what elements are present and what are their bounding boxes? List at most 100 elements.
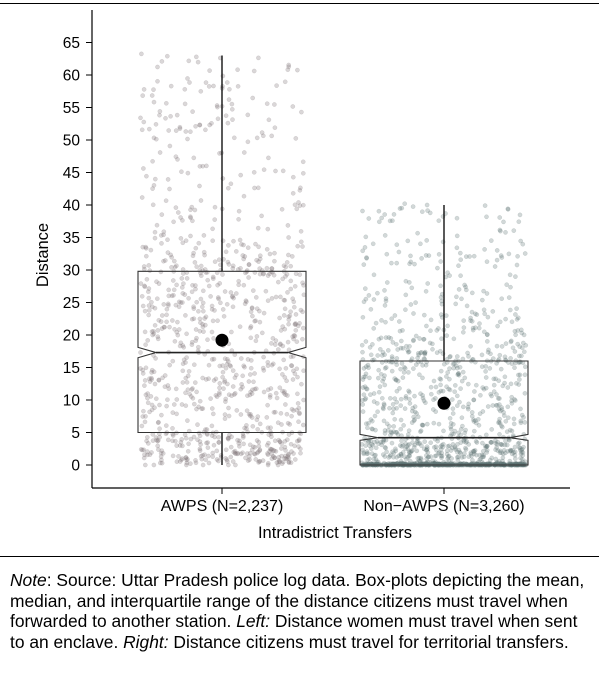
data-point	[188, 207, 193, 213]
data-point	[492, 264, 498, 269]
data-point	[183, 238, 189, 244]
data-point	[157, 109, 163, 114]
data-point	[191, 306, 197, 311]
data-point	[140, 244, 146, 250]
data-point	[519, 447, 524, 453]
data-point	[237, 438, 242, 444]
data-point	[411, 337, 416, 343]
data-point	[438, 382, 443, 388]
data-point	[161, 258, 166, 264]
data-point	[396, 319, 402, 324]
data-point	[199, 456, 205, 462]
data-point	[162, 324, 167, 330]
data-point	[463, 445, 468, 451]
data-point	[463, 440, 469, 445]
data-point	[418, 350, 424, 356]
data-point	[361, 450, 366, 456]
data-point	[193, 245, 199, 251]
data-point	[226, 262, 232, 267]
data-point	[155, 336, 161, 342]
data-point	[190, 218, 195, 224]
data-point	[361, 366, 367, 371]
data-point	[256, 439, 262, 445]
data-point	[398, 426, 404, 432]
data-point	[277, 459, 283, 464]
data-point	[473, 382, 479, 388]
data-point	[449, 445, 455, 451]
data-point	[247, 457, 252, 462]
data-point	[280, 276, 286, 282]
data-point	[225, 185, 231, 191]
data-point	[476, 422, 482, 428]
data-point	[498, 442, 504, 447]
data-point	[142, 452, 147, 457]
data-point	[165, 237, 170, 243]
data-point	[195, 344, 201, 350]
data-point	[210, 318, 216, 324]
data-point	[405, 238, 411, 244]
data-point	[173, 128, 179, 133]
data-point	[409, 408, 415, 414]
data-point	[280, 459, 286, 465]
data-point	[261, 310, 267, 316]
data-point	[463, 284, 468, 290]
data-point	[209, 120, 214, 126]
data-point	[460, 329, 466, 335]
data-point	[273, 448, 279, 454]
data-point	[235, 67, 240, 73]
data-point	[406, 428, 412, 434]
data-point	[179, 457, 184, 463]
data-point	[272, 125, 278, 131]
data-point	[220, 307, 226, 312]
data-point	[229, 294, 235, 300]
data-point	[500, 383, 506, 389]
data-point	[471, 397, 477, 403]
data-point	[198, 273, 204, 279]
data-point	[484, 450, 490, 455]
data-point	[283, 365, 289, 371]
data-point	[431, 444, 437, 450]
data-point	[264, 442, 270, 448]
data-point	[177, 124, 183, 130]
data-point	[151, 331, 157, 337]
data-point	[484, 214, 489, 220]
data-point	[145, 400, 151, 406]
data-point	[188, 394, 194, 399]
data-point	[513, 274, 518, 279]
data-point	[260, 365, 266, 371]
data-point	[420, 422, 426, 428]
data-point	[405, 349, 411, 355]
data-point	[272, 102, 277, 107]
data-point	[508, 381, 514, 387]
data-point	[144, 173, 149, 179]
data-point	[142, 308, 148, 314]
data-point	[509, 394, 515, 400]
data-point	[506, 251, 512, 257]
data-point	[141, 408, 146, 414]
data-point	[155, 443, 161, 449]
data-point	[450, 406, 456, 412]
data-point	[493, 376, 499, 382]
y-tick-label: 35	[63, 230, 80, 247]
data-point	[284, 456, 290, 462]
data-point	[500, 455, 506, 461]
data-point	[497, 402, 502, 407]
data-point	[201, 249, 207, 255]
data-point	[291, 451, 296, 456]
data-point	[389, 368, 395, 374]
data-point	[374, 459, 380, 465]
data-point	[266, 440, 271, 446]
data-point	[390, 340, 396, 345]
data-point	[502, 442, 508, 448]
data-point	[505, 415, 511, 421]
data-point	[213, 376, 219, 382]
data-point	[364, 449, 370, 454]
data-point	[252, 318, 258, 324]
data-point	[383, 319, 388, 325]
data-point	[471, 451, 477, 457]
data-point	[176, 454, 181, 459]
data-point	[177, 459, 183, 464]
data-point	[257, 253, 263, 259]
data-point	[406, 349, 412, 355]
data-point	[238, 356, 244, 361]
